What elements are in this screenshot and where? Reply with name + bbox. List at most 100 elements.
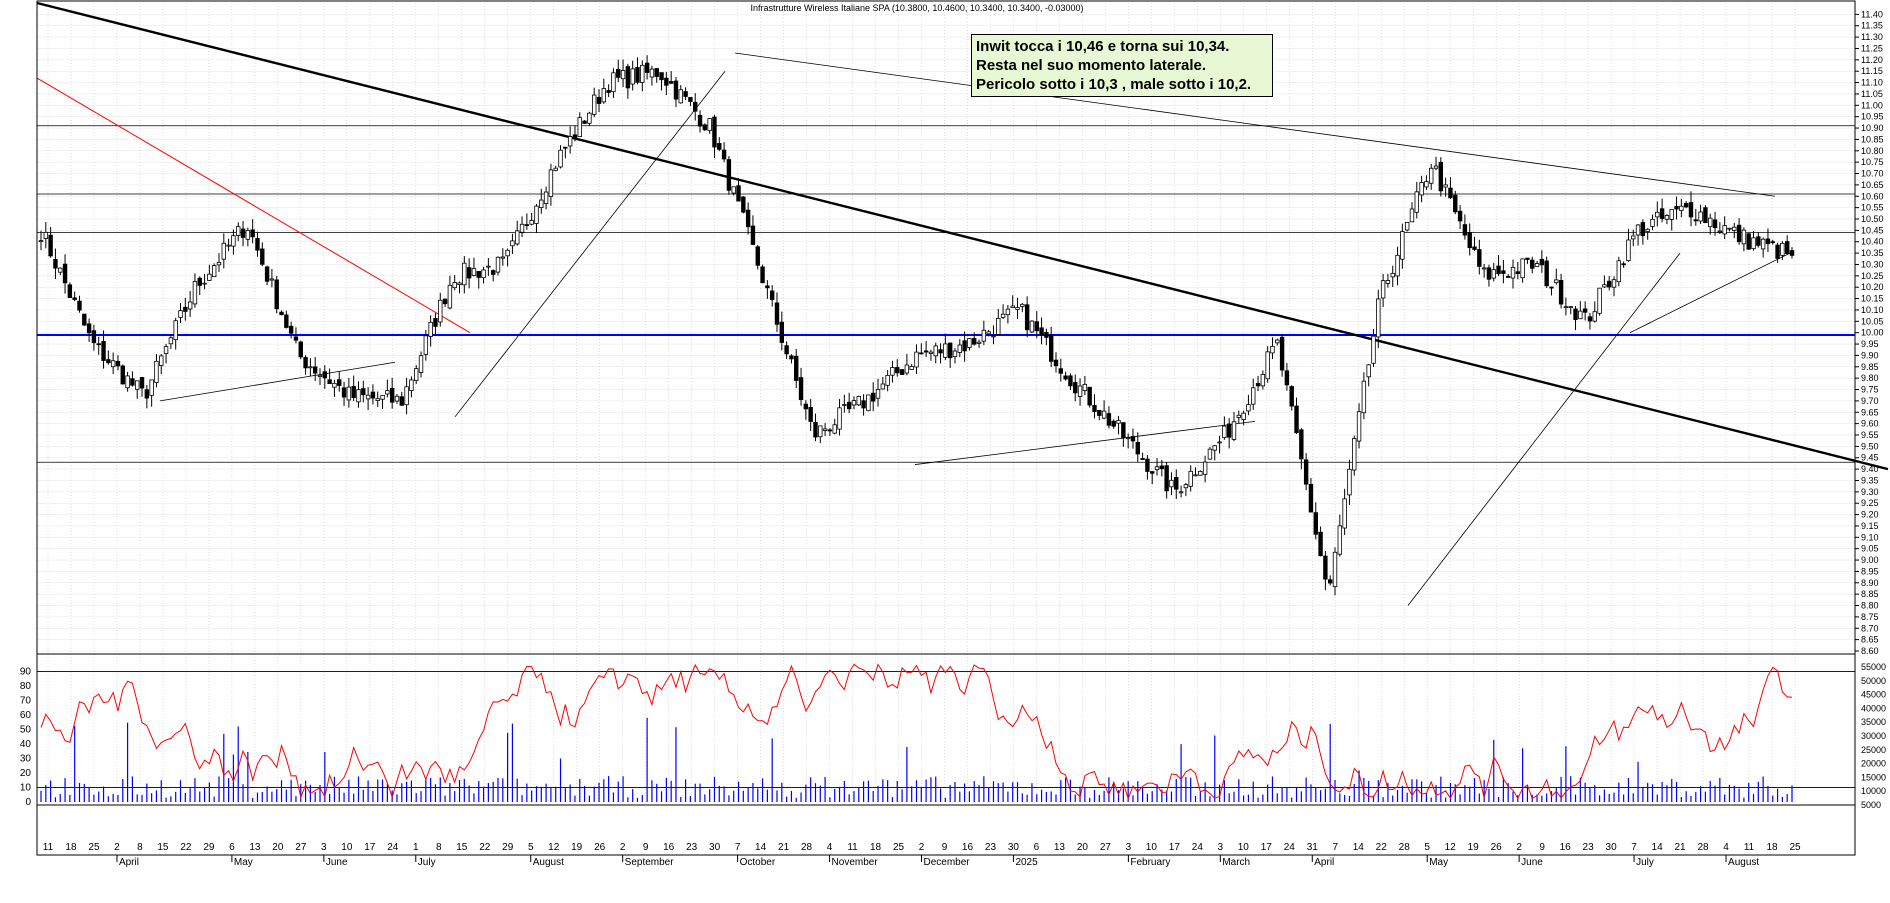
candle-body xyxy=(1323,555,1328,580)
candle-body xyxy=(1140,458,1145,460)
candle-body xyxy=(875,389,881,399)
candle-body xyxy=(1352,438,1357,471)
candle-body xyxy=(1178,491,1184,494)
candle-body xyxy=(149,379,154,396)
price-tick-label: 10.95 xyxy=(1861,112,1884,122)
candle-body xyxy=(1366,364,1371,378)
candle-body xyxy=(1784,241,1790,255)
candle-body xyxy=(1010,305,1015,309)
candle-body xyxy=(202,282,207,285)
candle-body xyxy=(1404,221,1410,231)
candle-body xyxy=(1751,237,1756,250)
price-tick-label: 9.80 xyxy=(1861,373,1879,383)
candle-body xyxy=(414,368,419,382)
price-tick-label: 9.60 xyxy=(1861,419,1879,429)
candle-body xyxy=(260,248,265,265)
candle-body xyxy=(673,80,679,100)
candle-body xyxy=(1318,531,1323,557)
candle-body xyxy=(914,351,919,368)
candle-body xyxy=(385,390,390,395)
candle-body xyxy=(452,282,457,289)
osc-tick-label: 50 xyxy=(20,725,32,736)
price-tick-label: 10.30 xyxy=(1861,259,1884,269)
volume-tick-label: 5000 xyxy=(1861,800,1881,810)
candle-body xyxy=(1645,228,1650,232)
candle-body xyxy=(375,398,380,402)
candle-body xyxy=(341,387,347,398)
candle-body xyxy=(211,265,217,278)
price-tick-label: 11.00 xyxy=(1861,100,1883,110)
candle-body xyxy=(1674,206,1679,210)
candle-body xyxy=(115,360,121,367)
candle-body xyxy=(163,346,169,355)
candle-body xyxy=(592,94,597,115)
candle-body xyxy=(1246,404,1251,412)
candle-body xyxy=(159,355,164,366)
candle-body xyxy=(370,391,376,399)
candle-body xyxy=(77,300,82,311)
candle-body xyxy=(442,298,448,305)
day-tick-label: 14 xyxy=(1652,842,1664,853)
candle-body xyxy=(264,266,270,282)
candle-body xyxy=(784,345,789,355)
candle-body xyxy=(1058,368,1064,374)
candle-body xyxy=(1390,273,1395,278)
day-tick-label: 29 xyxy=(203,842,215,853)
candle-body xyxy=(110,360,116,368)
candle-body xyxy=(659,72,664,81)
candle-body xyxy=(1602,284,1607,288)
candle-body xyxy=(1611,279,1617,288)
day-tick-label: 13 xyxy=(249,842,261,853)
chart-frame xyxy=(36,0,1856,856)
date-axis: 11 18 25 2 8 15 22 29 6 13 20 27 3 10 17 24 1 8 15 22 29 5 12 1… xyxy=(37,842,1855,868)
day-tick-label: 21 xyxy=(778,842,790,853)
candle-body xyxy=(250,229,255,238)
price-tick-label: 10.00 xyxy=(1861,328,1884,338)
day-tick-label: 1 xyxy=(413,842,419,853)
candle-body xyxy=(1063,375,1068,380)
candle-body xyxy=(82,313,87,326)
candle-body xyxy=(1260,374,1266,387)
candle-body xyxy=(298,341,303,358)
candle-body xyxy=(1077,385,1083,397)
candle-body xyxy=(1159,465,1165,470)
candle-body xyxy=(178,310,183,318)
day-tick-label: 22 xyxy=(180,842,192,853)
day-tick-label: 16 xyxy=(1560,842,1572,853)
osc-tick-label: 70 xyxy=(20,696,32,707)
candle-body xyxy=(351,385,356,398)
candle-body xyxy=(404,386,409,406)
candle-body xyxy=(418,355,424,373)
candle-body xyxy=(967,338,972,348)
candle-body xyxy=(1342,498,1347,529)
candle-body xyxy=(1505,276,1511,278)
day-tick-label: 8 xyxy=(137,842,143,853)
month-label: 2025 xyxy=(1015,857,1038,868)
candle-body xyxy=(1563,306,1569,309)
volume-tick-label: 55000 xyxy=(1861,662,1886,672)
candle-body xyxy=(1101,410,1107,419)
month-label: June xyxy=(326,857,348,868)
candle-body xyxy=(1299,429,1304,460)
candle-body xyxy=(1082,383,1088,391)
day-tick-label: 17 xyxy=(364,842,376,853)
candle-body xyxy=(899,369,905,375)
candle-body xyxy=(1183,484,1189,489)
price-tick-label: 9.50 xyxy=(1861,441,1879,451)
day-tick-label: 12 xyxy=(548,842,560,853)
candle-body xyxy=(380,394,385,400)
osc-tick-label: 30 xyxy=(20,754,32,765)
candle-body xyxy=(255,238,260,251)
candle-body xyxy=(1573,308,1578,320)
candle-body xyxy=(1760,238,1766,250)
price-tick-label: 10.20 xyxy=(1861,282,1884,292)
candle-body xyxy=(803,403,809,410)
candle-body xyxy=(606,90,611,93)
day-tick-label: 25 xyxy=(88,842,100,853)
oscillator-line-path xyxy=(40,663,1793,801)
month-label: May xyxy=(1429,857,1448,868)
candle-body xyxy=(1222,425,1227,439)
candle-body xyxy=(1154,466,1160,471)
annotation-box: Inwit tocca i 10,46 e torna sui 10,34. R… xyxy=(971,34,1273,97)
candle-body xyxy=(96,343,101,346)
